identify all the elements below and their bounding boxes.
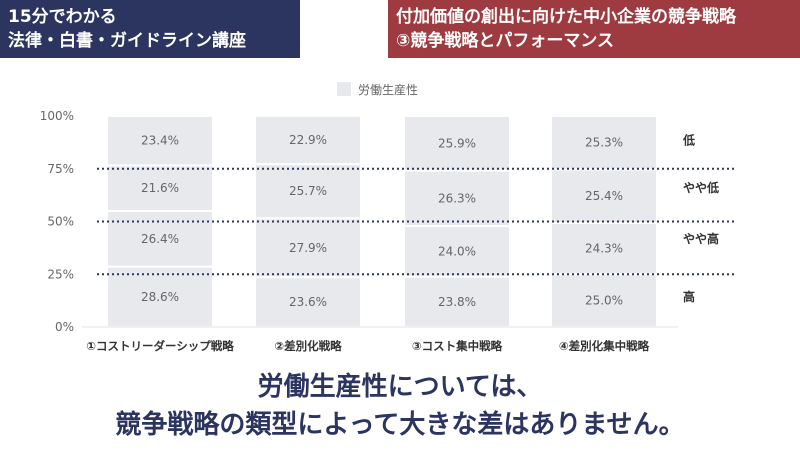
data-label: 23.6%	[289, 295, 327, 309]
data-label: 27.9%	[289, 241, 327, 255]
data-label: 25.7%	[289, 184, 327, 198]
data-label: 25.0%	[585, 294, 623, 308]
legend-label: 労働生産性	[358, 82, 418, 97]
data-label: 22.9%	[289, 133, 327, 147]
bar-segment	[405, 117, 509, 170]
bar-segment	[256, 278, 360, 326]
conclusion-text: 労働生産性については、 競争戦略の類型によって大きな差はありません。	[0, 368, 800, 444]
series-subtitle: 法律・白書・ガイドライン講座	[8, 31, 246, 51]
bar-segment	[256, 165, 360, 218]
bar-segment	[552, 170, 656, 222]
stacked-bar-chart: 労働生産性 0% 25% 50% 75% 100% 28.6% 26.4% 21.6% 23.4%…	[40, 82, 735, 353]
data-label: 21.6%	[141, 181, 179, 195]
data-label: 28.6%	[141, 290, 179, 304]
category-label: ④差別化集中戦略	[559, 339, 650, 353]
topic-title: 付加価値の創出に向けた中小企業の競争戦略	[396, 7, 736, 27]
data-label: 23.8%	[438, 295, 476, 309]
bar-segment	[405, 227, 509, 276]
bar-segment	[256, 219, 360, 277]
data-label: 24.0%	[438, 244, 476, 258]
bar-segment	[405, 171, 509, 226]
y-tick-label: 0%	[55, 320, 74, 334]
bar-segment	[108, 166, 212, 210]
conclusion-line-1: 労働生産性については、	[257, 372, 543, 402]
level-label: 低	[682, 133, 695, 148]
bar-segment	[108, 267, 212, 326]
data-label: 23.4%	[141, 134, 179, 148]
category-label: ①コストリーダーシップ戦略	[86, 339, 234, 353]
category-label: ③コスト集中戦略	[412, 339, 503, 353]
header-right-banner: 付加価値の創出に向けた中小企業の競争戦略 ③競争戦略とパフォーマンス	[388, 0, 800, 58]
data-label: 25.9%	[438, 136, 476, 150]
header-left-banner: 15分でわかる 法律・白書・ガイドライン講座	[0, 0, 300, 58]
data-label: 24.3%	[585, 242, 623, 256]
bar-segment	[108, 117, 212, 165]
bar-segment	[405, 277, 509, 326]
legend-swatch	[337, 82, 351, 96]
y-tick-label: 25%	[47, 267, 74, 281]
topic-subtitle: ③競争戦略とパフォーマンス	[396, 31, 615, 51]
bar-segment	[552, 223, 656, 274]
y-tick-label: 100%	[40, 109, 74, 123]
y-tick-label: 50%	[47, 215, 74, 229]
category-label: ②差別化戦略	[274, 339, 342, 353]
conclusion-line-2: 競争戦略の類型によって大きな差はありません。	[115, 410, 685, 440]
bar-segment	[256, 116, 360, 164]
bar-segment	[552, 117, 656, 169]
data-label: 26.4%	[141, 232, 179, 246]
data-label: 25.3%	[585, 136, 623, 150]
bar-segment	[108, 211, 212, 266]
bar-segment	[552, 275, 656, 326]
level-label: やや高	[683, 231, 719, 246]
series-title: 15分でわかる	[8, 7, 117, 27]
data-label: 25.4%	[585, 189, 623, 203]
level-label: 高	[683, 289, 695, 304]
y-tick-label: 75%	[47, 162, 74, 176]
level-label: やや低	[683, 180, 719, 195]
data-label: 26.3%	[438, 191, 476, 205]
